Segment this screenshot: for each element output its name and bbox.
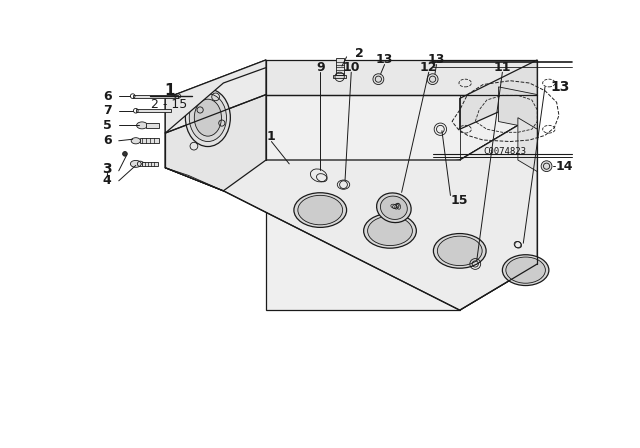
Polygon shape [165,95,537,191]
Text: 3: 3 [102,162,112,176]
Circle shape [123,151,127,156]
Text: 4: 4 [103,174,111,187]
Circle shape [541,161,552,172]
Ellipse shape [376,193,411,223]
Ellipse shape [364,214,417,248]
Ellipse shape [189,94,227,142]
Circle shape [373,74,384,85]
Text: 12: 12 [420,61,438,74]
Polygon shape [499,87,537,129]
Ellipse shape [294,193,347,228]
Ellipse shape [131,138,140,144]
Polygon shape [136,109,171,112]
Polygon shape [266,60,537,95]
Polygon shape [140,138,159,143]
Polygon shape [165,83,266,191]
Ellipse shape [437,236,482,266]
Text: 15: 15 [451,194,468,207]
Polygon shape [165,60,266,133]
Text: 10: 10 [342,61,360,74]
Polygon shape [165,95,266,168]
Text: C0074823: C0074823 [483,147,526,156]
Ellipse shape [298,195,342,225]
Ellipse shape [367,216,412,246]
Polygon shape [266,160,460,310]
Circle shape [428,74,438,85]
Ellipse shape [186,89,230,146]
Text: 6: 6 [103,90,111,103]
Text: 11: 11 [493,61,511,74]
Ellipse shape [136,122,147,129]
Polygon shape [518,118,537,172]
Polygon shape [336,58,344,75]
Ellipse shape [380,196,407,220]
Text: 13: 13 [551,80,570,94]
Polygon shape [460,60,537,129]
Ellipse shape [506,257,545,283]
Text: 1: 1 [267,130,276,143]
Text: 7: 7 [103,104,111,117]
Text: 1: 1 [164,83,174,98]
Text: 2: 2 [355,47,364,60]
Text: 5: 5 [103,119,111,132]
Text: 9: 9 [316,61,324,74]
Polygon shape [460,95,537,310]
Polygon shape [333,75,346,78]
Ellipse shape [131,160,141,168]
Polygon shape [142,162,157,166]
Polygon shape [132,95,178,98]
Text: 6: 6 [103,134,111,147]
Ellipse shape [195,99,221,136]
Polygon shape [165,60,266,133]
Text: 14: 14 [556,159,573,172]
Text: 13: 13 [376,53,393,66]
Text: 2 - 15: 2 - 15 [151,98,188,111]
Text: 13: 13 [428,53,445,66]
Ellipse shape [502,255,549,285]
Polygon shape [146,123,159,128]
Ellipse shape [433,233,486,268]
Polygon shape [165,114,537,310]
